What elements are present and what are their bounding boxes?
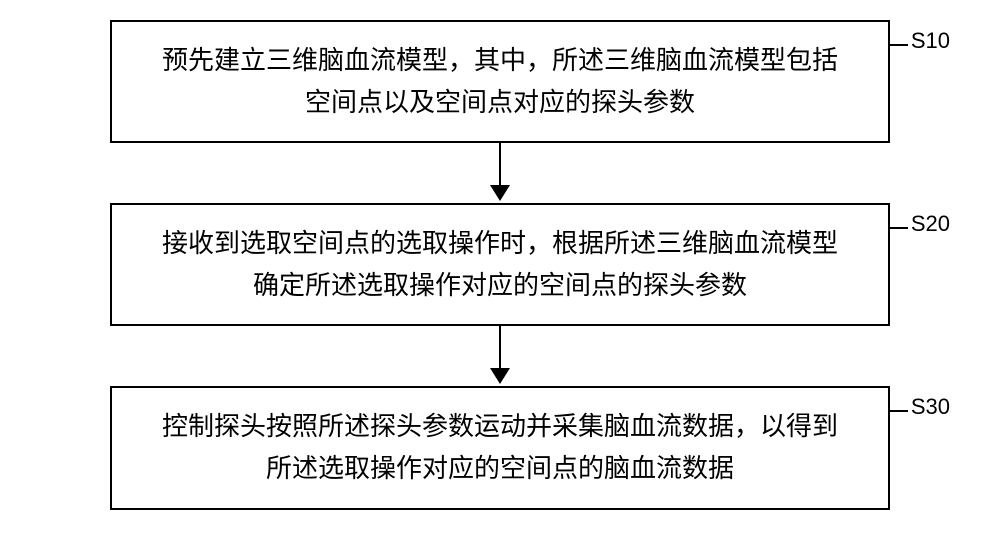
step-2-label: S20 xyxy=(911,211,950,237)
step-2-connector xyxy=(888,227,908,229)
arrow-2-to-3 xyxy=(490,326,510,386)
step-1-label: S10 xyxy=(911,28,950,54)
step-2-text: 接收到选取空间点的选取操作时，根据所述三维脑血流模型确定所述选取操作对应的空间点… xyxy=(152,223,848,306)
flowchart-step-1: 预先建立三维脑血流模型，其中，所述三维脑血流模型包括空间点以及空间点对应的探头参… xyxy=(110,20,890,143)
step-1-text: 预先建立三维脑血流模型，其中，所述三维脑血流模型包括空间点以及空间点对应的探头参… xyxy=(152,40,848,123)
step-3-connector xyxy=(888,410,908,412)
flowchart-step-2: 接收到选取空间点的选取操作时，根据所述三维脑血流模型确定所述选取操作对应的空间点… xyxy=(110,203,890,326)
step-3-label: S30 xyxy=(911,394,950,420)
arrow-line xyxy=(499,143,501,185)
arrow-line xyxy=(499,326,501,368)
arrow-head xyxy=(490,185,510,201)
step-3-text: 控制探头按照所述探头参数运动并采集脑血流数据，以得到所述选取操作对应的空间点的脑… xyxy=(152,406,848,489)
arrow-1-to-2 xyxy=(490,143,510,203)
flowchart-container: 预先建立三维脑血流模型，其中，所述三维脑血流模型包括空间点以及空间点对应的探头参… xyxy=(100,20,900,510)
step-1-connector xyxy=(888,44,908,46)
arrow-head xyxy=(490,368,510,384)
flowchart-step-3: 控制探头按照所述探头参数运动并采集脑血流数据，以得到所述选取操作对应的空间点的脑… xyxy=(110,386,890,509)
